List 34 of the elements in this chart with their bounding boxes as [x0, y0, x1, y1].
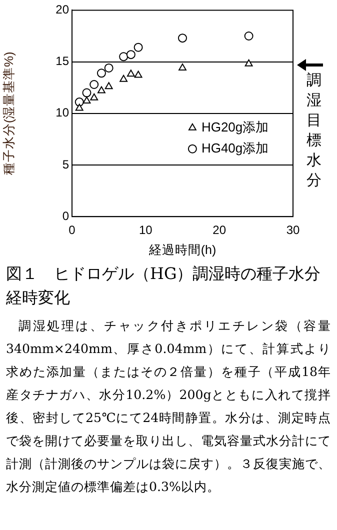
text: 調湿目標水分: [306, 72, 322, 189]
y-tick-label: 15: [56, 54, 70, 68]
legend-label: HG20g添加: [201, 119, 269, 134]
point: [96, 68, 106, 78]
point: [244, 59, 253, 66]
text: 調湿処理は、チャック付きポリエチレン袋（容量340mm×240mm、厚さ0.04mm）にて、計算式より求めた添加量（またはその２倍量）を種子（平成18年産タチナガハ、水分10.2%）200gとともに入れて撹拌後、密封して25℃にて24時間静置。水分は、測定時点で袋を開けて必要量を取り出し、電気容量式水分計にて計測（計測後のサンプルは袋に戻す）。３反復実施で、水分測定値の標準偏差は0.3%以内。: [6, 317, 331, 496]
x-axis-title: 経過時間(h): [148, 242, 216, 257]
point: [120, 74, 128, 82]
point: [90, 93, 98, 100]
point: [104, 82, 113, 90]
y-tick-label: 0: [62, 208, 70, 223]
y-tick-label: 5: [62, 157, 70, 172]
point: [82, 88, 92, 98]
point: [104, 63, 114, 72]
point: [119, 52, 128, 62]
point: [90, 80, 99, 90]
point: [82, 96, 91, 104]
point: [244, 32, 254, 40]
y-tick-label: 10: [56, 106, 70, 120]
x-tick-label: 10: [138, 223, 153, 238]
x-tick-label: 20: [212, 223, 226, 238]
y-axis-title: 種子水分(湿量基準%): [2, 52, 16, 176]
point: [134, 42, 143, 52]
point: [178, 34, 187, 43]
point: [126, 70, 135, 77]
point: [98, 86, 106, 94]
x-tick-label: 30: [286, 223, 300, 238]
text: 図１ ヒドロゲル（HG）調湿時の種子水分経時変化: [6, 263, 322, 309]
y-tick-label: 20: [56, 2, 70, 17]
point: [178, 63, 186, 70]
point: [134, 70, 142, 78]
point: [75, 104, 84, 111]
point: [126, 50, 136, 60]
legend-label: HG40g添加: [201, 140, 269, 156]
